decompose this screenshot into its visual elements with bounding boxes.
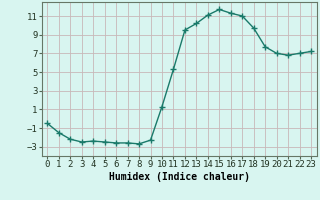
X-axis label: Humidex (Indice chaleur): Humidex (Indice chaleur) [109,172,250,182]
